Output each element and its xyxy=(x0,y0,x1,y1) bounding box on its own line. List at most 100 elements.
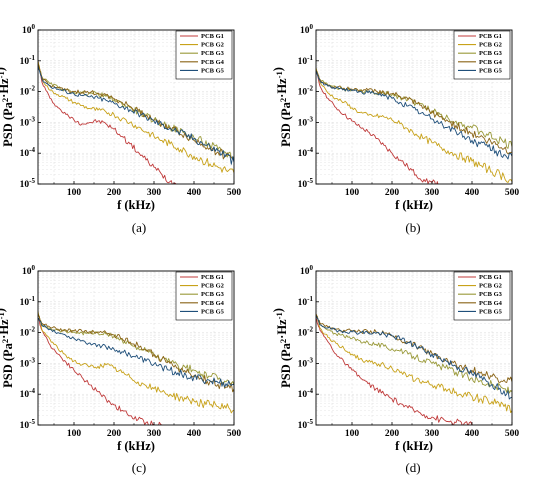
x-tick-label: 200 xyxy=(107,188,122,198)
y-axis: 10-5 10-4 10-3 10-2 10-1 100 xyxy=(298,264,319,431)
x-tick-label: 200 xyxy=(385,429,400,439)
series-line-pcb-g5 xyxy=(316,315,512,400)
series-line-pcb-g4 xyxy=(38,63,234,161)
y-tick-label: 10-4 xyxy=(20,387,36,400)
y-axis-label: PSD (Pa2·Hz-1) xyxy=(0,67,15,147)
y-tick-label: 100 xyxy=(300,264,314,277)
x-tick-label: 400 xyxy=(465,188,480,198)
plot-frame xyxy=(37,270,235,426)
series-line-pcb-g4 xyxy=(316,313,512,383)
legend-entry: PCB G1 xyxy=(201,33,224,40)
legend-entry: PCB G3 xyxy=(201,291,225,298)
legend-entry: PCB G5 xyxy=(479,67,503,74)
y-tick-label: 10-3 xyxy=(20,356,36,369)
plot-frame xyxy=(315,29,513,185)
legend-entry: PCB G2 xyxy=(479,283,502,290)
y-tick-label: 10-4 xyxy=(298,387,314,400)
x-tick-label: 400 xyxy=(465,429,480,439)
series-line-pcb-g5 xyxy=(316,71,512,160)
series-line-pcb-g4 xyxy=(316,69,512,155)
y-tick-label: 10-2 xyxy=(20,85,36,98)
x-axis: 100 200 300 400 500 xyxy=(53,181,242,198)
series-group xyxy=(316,313,512,425)
grid xyxy=(316,271,512,425)
grid xyxy=(38,30,234,184)
y-tick-label: 10-3 xyxy=(20,115,36,128)
y-tick-label: 100 xyxy=(22,23,36,36)
series-line-pcb-g2 xyxy=(38,311,234,414)
x-axis-label: f (kHz) xyxy=(117,439,155,453)
legend-entry: PCB G2 xyxy=(201,42,224,49)
x-tick-label: 200 xyxy=(107,429,122,439)
series-line-pcb-g3 xyxy=(38,313,234,386)
series-line-pcb-g3 xyxy=(316,313,512,394)
y-axis: 10-5 10-4 10-3 10-2 10-1 100 xyxy=(298,23,319,190)
legend-entry: PCB G2 xyxy=(479,42,502,49)
x-tick-label: 100 xyxy=(345,188,360,198)
x-tick-label: 500 xyxy=(227,188,242,198)
y-axis-label: PSD (Pa2·Hz-1) xyxy=(271,308,293,388)
panel-2: 100 200 300 400 500 10-5 10-4 10-3 10-2 10-1 100 f … xyxy=(271,23,519,235)
series-line-pcb-g1 xyxy=(316,317,473,425)
panel-caption: (d) xyxy=(405,460,420,475)
y-tick-label: 10-5 xyxy=(298,418,314,431)
y-axis-label: PSD (Pa2·Hz-1) xyxy=(0,308,15,388)
y-tick-label: 100 xyxy=(22,264,36,277)
legend-entry: PCB G4 xyxy=(201,59,225,66)
series-line-pcb-g5 xyxy=(38,65,234,165)
panel-caption: (b) xyxy=(405,220,420,235)
legend-entry: PCB G4 xyxy=(201,300,225,307)
y-axis-label: PSD (Pa2·Hz-1) xyxy=(271,67,293,147)
legend-box xyxy=(175,271,233,321)
panel-4: 100 200 300 400 500 10-5 10-4 10-3 10-2 10-1 100 f … xyxy=(271,264,519,475)
legend-box xyxy=(175,30,233,80)
series-line-pcb-g1 xyxy=(38,317,163,425)
x-tick-label: 100 xyxy=(67,429,82,439)
grid xyxy=(316,30,512,184)
x-axis-label: f (kHz) xyxy=(395,439,433,453)
series-line-pcb-g2 xyxy=(38,60,234,174)
series-line-pcb-g4 xyxy=(38,313,234,393)
y-axis: 10-5 10-4 10-3 10-2 10-1 100 xyxy=(20,264,41,431)
x-axis: 100 200 300 400 500 xyxy=(53,422,241,439)
legend-box xyxy=(453,271,511,321)
x-axis: 100 200 300 400 500 xyxy=(331,181,520,198)
legend-entry: PCB G3 xyxy=(201,50,225,57)
y-tick-label: 10-1 xyxy=(298,295,314,308)
series-line-pcb-g5 xyxy=(38,317,234,388)
x-tick-label: 300 xyxy=(425,429,440,439)
series-group xyxy=(38,311,234,425)
legend-entry: PCB G4 xyxy=(479,300,503,307)
x-tick-label: 300 xyxy=(425,188,440,198)
x-tick-label: 400 xyxy=(187,429,202,439)
x-tick-label: 500 xyxy=(505,188,520,198)
y-tick-label: 10-5 xyxy=(20,177,36,190)
y-tick-label: 10-2 xyxy=(20,326,36,339)
y-tick-label: 10-2 xyxy=(298,326,314,339)
y-tick-label: 10-5 xyxy=(20,418,36,431)
y-tick-label: 10-4 xyxy=(298,146,314,159)
panel-caption: (c) xyxy=(132,460,146,475)
y-tick-label: 10-1 xyxy=(20,54,36,67)
plot-frame xyxy=(315,270,513,426)
legend-entry: PCB G5 xyxy=(479,308,503,315)
series-line-pcb-g1 xyxy=(316,69,440,184)
y-axis: 10-5 10-4 10-3 10-2 10-1 100 xyxy=(20,23,41,190)
x-axis-label: f (kHz) xyxy=(395,198,433,212)
legend-entry: PCB G1 xyxy=(201,274,224,281)
y-tick-label: 10-3 xyxy=(298,356,314,369)
series-line-pcb-g1 xyxy=(38,60,178,184)
legend-entry: PCB G3 xyxy=(479,291,503,298)
legend-entry: PCB G3 xyxy=(479,50,503,57)
plot-frame xyxy=(37,29,235,185)
legend-entry: PCB G5 xyxy=(201,67,225,74)
series-line-pcb-g2 xyxy=(316,67,512,183)
legend-entry: PCB G1 xyxy=(479,33,502,40)
x-axis-label: f (kHz) xyxy=(117,198,155,212)
panel-3: 100 200 300 400 500 10-5 10-4 10-3 10-2 10-1 100 f … xyxy=(0,264,241,475)
